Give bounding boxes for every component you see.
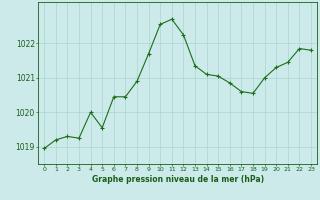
X-axis label: Graphe pression niveau de la mer (hPa): Graphe pression niveau de la mer (hPa)	[92, 175, 264, 184]
